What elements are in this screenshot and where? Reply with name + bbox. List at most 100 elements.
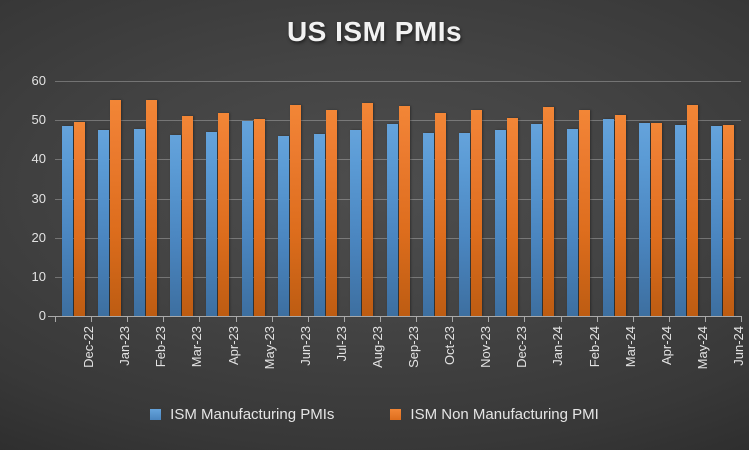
legend-item-non-manufacturing: ISM Non Manufacturing PMI — [390, 406, 599, 423]
x-tick-label-Apr-23: Apr-23 — [225, 326, 241, 366]
x-tick-label-Aug-23: Aug-23 — [369, 326, 385, 368]
x-tick-label-Feb-23: Feb-23 — [153, 326, 169, 368]
x-tick-label-Dec-22: Dec-22 — [81, 326, 97, 368]
bar-non-manufacturing-Apr-23 — [218, 112, 229, 316]
x-tick-mark — [55, 317, 56, 322]
bar-non-manufacturing-May-23 — [254, 119, 266, 316]
bar-non-manufacturing-Jan-23 — [109, 99, 121, 316]
bar-manufacturing-Nov-23 — [458, 133, 470, 316]
x-tick-label-Jun-24: Jun-24 — [730, 326, 746, 366]
x-tick-mark — [524, 317, 526, 322]
bar-non-manufacturing-Jun-24 — [723, 124, 735, 316]
x-tick-mark — [452, 317, 454, 322]
bar-manufacturing-Jan-23 — [97, 130, 109, 316]
x-tick-mark — [163, 317, 165, 322]
x-tick-label-Mar-23: Mar-23 — [189, 326, 205, 368]
bar-non-manufacturing-May-24 — [687, 105, 699, 316]
bar-non-manufacturing-Feb-23 — [145, 100, 157, 316]
x-tick-mark — [91, 317, 93, 322]
x-tick-label-Jun-23: Jun-23 — [297, 326, 313, 366]
x-tick-mark — [416, 317, 418, 322]
x-tick-mark — [488, 317, 490, 322]
legend-item-manufacturing: ISM Manufacturing PMIs — [150, 406, 334, 423]
bar-non-manufacturing-Jan-24 — [542, 106, 554, 316]
x-tick-mark — [343, 317, 345, 322]
bar-manufacturing-Dec-23 — [494, 130, 506, 316]
bar-manufacturing-May-23 — [242, 121, 254, 316]
y-tick-label-0: 0 — [38, 308, 46, 324]
y-axis-labels: 0 10 20 30 40 50 60 — [0, 73, 46, 323]
x-tick-label-Jan-24: Jan-24 — [550, 326, 566, 366]
bar-manufacturing-Jan-24 — [530, 123, 542, 316]
x-tick-label-Feb-24: Feb-24 — [586, 326, 602, 368]
gridline-60 — [55, 81, 741, 82]
bar-manufacturing-Jun-23 — [278, 135, 290, 316]
x-tick-mark — [560, 317, 562, 322]
x-tick-mark — [379, 317, 381, 322]
x-tick-label-Oct-23: Oct-23 — [442, 326, 458, 366]
y-tick-label-30: 30 — [31, 190, 46, 206]
gridline-10 — [55, 276, 741, 278]
bar-non-manufacturing-Mar-23 — [181, 115, 193, 316]
bar-non-manufacturing-Aug-23 — [362, 102, 374, 316]
chart-title: US ISM PMIs — [286, 16, 463, 47]
bar-manufacturing-Mar-23 — [169, 134, 181, 316]
bar-manufacturing-Mar-24 — [603, 119, 615, 316]
bar-manufacturing-Aug-23 — [350, 129, 362, 316]
x-tick-mark — [632, 317, 634, 322]
legend-label-manufacturing: ISM Manufacturing PMIs — [170, 406, 335, 423]
x-tick-label-Jul-23: Jul-23 — [333, 326, 349, 362]
x-tick-label-May-23: May-23 — [261, 326, 277, 370]
gridline-30 — [55, 198, 741, 200]
x-tick-mark — [704, 317, 706, 322]
y-tick-label-40: 40 — [31, 151, 46, 167]
bar-manufacturing-May-24 — [675, 125, 687, 316]
plot-area: Dec-22 Jan-23 Feb-23 Mar-23 Apr-23 May-23 Jun-… — [48, 81, 746, 369]
legend-swatch-non-manufacturing-icon — [390, 409, 402, 420]
bar-manufacturing-Apr-24 — [639, 123, 651, 316]
x-tick-mark — [271, 317, 273, 322]
bar-non-manufacturing-Nov-23 — [470, 109, 482, 316]
x-tick-label-Nov-23: Nov-23 — [478, 326, 494, 368]
bar-non-manufacturing-Mar-24 — [615, 114, 627, 316]
gridline-40 — [55, 159, 741, 161]
x-tick-mark — [668, 317, 670, 322]
bar-manufacturing-Feb-23 — [133, 129, 145, 316]
legend-label-non-manufacturing: ISM Non Manufacturing PMI — [410, 406, 599, 423]
x-tick-mark — [199, 317, 201, 322]
x-tick-label-Jan-23: Jan-23 — [117, 326, 133, 366]
bar-manufacturing-Jul-23 — [314, 134, 326, 316]
x-tick-label-Sep-23: Sep-23 — [406, 326, 421, 368]
x-tick-mark — [235, 317, 237, 322]
y-tick-label-10: 10 — [31, 269, 46, 285]
gridline-20 — [55, 237, 741, 239]
bar-non-manufacturing-Sep-23 — [398, 106, 410, 316]
bar-non-manufacturing-Jul-23 — [326, 109, 338, 316]
bar-non-manufacturing-Feb-24 — [579, 110, 590, 316]
y-tick-label-20: 20 — [31, 229, 46, 245]
bar-manufacturing-Jun-24 — [711, 126, 723, 316]
bar-manufacturing-Apr-23 — [206, 131, 217, 316]
x-axis-line — [48, 316, 742, 317]
x-tick-label-Mar-24: Mar-24 — [622, 326, 638, 368]
x-tick-mark — [596, 317, 598, 322]
x-tick-mark — [127, 317, 129, 322]
bar-non-manufacturing-Oct-23 — [434, 113, 446, 316]
bar-manufacturing-Oct-23 — [422, 133, 434, 316]
x-tick-mark — [307, 317, 309, 322]
bar-non-manufacturing-Dec-22 — [73, 121, 85, 316]
x-tick-label-Dec-23: Dec-23 — [514, 326, 530, 368]
gridline-50 — [55, 120, 741, 122]
x-tick-label-Apr-24: Apr-24 — [658, 326, 674, 366]
y-tick-label-60: 60 — [31, 73, 46, 89]
y-tick-label-50: 50 — [31, 112, 46, 128]
bar-non-manufacturing-Jun-23 — [290, 104, 302, 316]
legend-swatch-manufacturing-icon — [150, 409, 162, 420]
x-tick-label-May-24: May-24 — [694, 326, 710, 370]
bar-non-manufacturing-Apr-24 — [651, 122, 663, 316]
x-tick-mark — [741, 317, 742, 322]
bar-non-manufacturing-Dec-23 — [506, 117, 518, 316]
bar-manufacturing-Feb-24 — [567, 128, 578, 316]
bar-manufacturing-Dec-22 — [61, 126, 73, 316]
